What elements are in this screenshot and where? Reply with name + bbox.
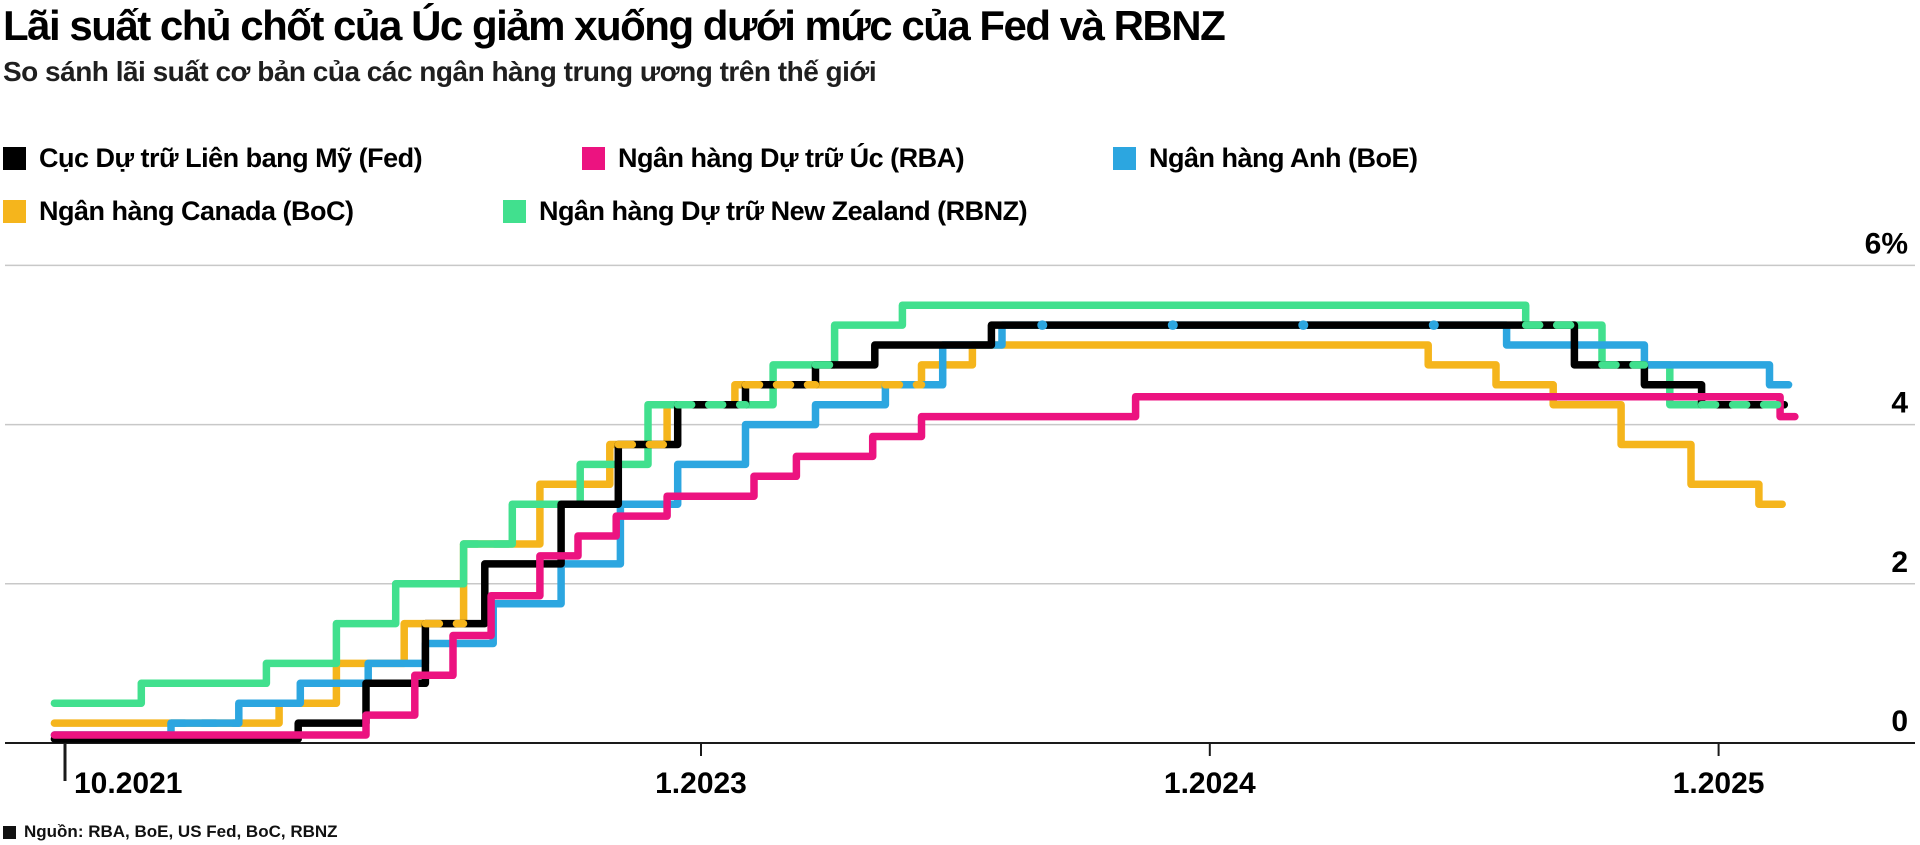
series-line-boc [50,341,1786,727]
legend-swatch-icon [1113,147,1136,170]
y-axis-label-6: 6% [1865,227,1908,260]
y-axis-label-0: 0 [1891,705,1908,738]
source-text: Nguồn: RBA, BoE, US Fed, BoC, RBNZ [24,822,338,841]
legend-item-rbnz: Ngân hàng Dự trữ New Zealand (RBNZ) [503,196,1028,227]
legend-label: Ngân hàng Dự trữ Úc (RBA) [618,143,965,173]
legend-label: Ngân hàng Canada (BoC) [39,196,354,226]
page-title: Lãi suất chủ chốt của Úc giảm xuống dưới… [3,2,1226,49]
y-axis-label-4: 4 [1891,387,1908,420]
y-axis-label-2: 2 [1891,546,1908,579]
legend-item-boc: Ngân hàng Canada (BoC) [3,196,354,227]
legend-item-rba: Ngân hàng Dự trữ Úc (RBA) [582,143,965,174]
series-line-rba [50,392,1799,739]
legend-swatch-icon [3,147,26,170]
x-axis-label-1.2023: 1.2023 [655,767,747,800]
page-subtitle: So sánh lãi suất cơ bản của các ngân hàn… [3,56,877,87]
x-axis-label-1.2025: 1.2025 [1673,767,1765,800]
legend-swatch-icon [582,147,605,170]
legend-item-fed: Cục Dự trữ Liên bang Mỹ (Fed) [3,143,423,174]
x-axis-label-10.2021: 10.2021 [74,767,182,800]
legend-label: Ngân hàng Dự trữ New Zealand (RBNZ) [539,196,1028,226]
legend-swatch-icon [503,200,526,223]
source-note: Nguồn: RBA, BoE, US Fed, BoC, RBNZ [3,822,338,842]
legend-item-boe: Ngân hàng Anh (BoE) [1113,143,1418,174]
legend-label: Cục Dự trữ Liên bang Mỹ (Fed) [39,143,423,173]
legend-label: Ngân hàng Anh (BoE) [1149,143,1418,173]
x-axis-label-1.2024: 1.2024 [1164,767,1256,800]
legend-swatch-icon [3,200,26,223]
black-square-icon [3,825,16,839]
